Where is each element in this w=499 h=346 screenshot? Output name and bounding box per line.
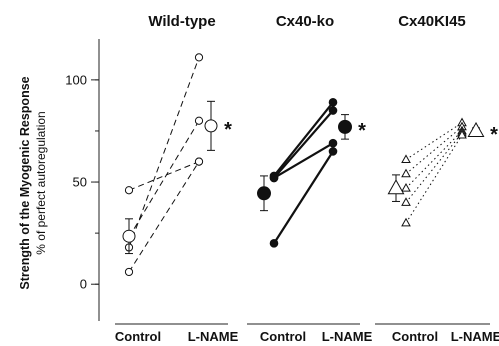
paired-line bbox=[405, 126, 463, 175]
panel-title: Wild-type bbox=[148, 13, 215, 30]
category-label: Control bbox=[260, 329, 306, 344]
data-point bbox=[328, 98, 338, 107]
data-point bbox=[401, 154, 411, 164]
data-point bbox=[124, 267, 134, 277]
significance-star: * bbox=[358, 120, 366, 142]
paired-line bbox=[405, 130, 463, 189]
data-point bbox=[328, 138, 338, 148]
data-point bbox=[457, 129, 467, 139]
panel-1: Wild-type Control L-NAME * bbox=[115, 13, 239, 344]
paired-line bbox=[273, 101, 334, 177]
panel-title: Cx40KI45 bbox=[398, 13, 466, 30]
mean-point bbox=[387, 179, 405, 195]
data-point bbox=[269, 173, 279, 183]
category-label: Control bbox=[392, 329, 438, 344]
significance-star: * bbox=[224, 119, 232, 141]
data-point bbox=[194, 157, 204, 166]
paired-line bbox=[128, 120, 200, 238]
paired-line bbox=[273, 150, 334, 244]
data-point bbox=[401, 197, 411, 206]
category-label: Control bbox=[115, 329, 161, 344]
category-label: L-NAME bbox=[188, 329, 239, 344]
y-tick-label: 50 bbox=[73, 175, 87, 190]
significance-star: * bbox=[490, 124, 498, 146]
paired-line bbox=[405, 134, 463, 224]
paired-line bbox=[128, 57, 200, 248]
panel-2: Cx40-ko Control L-NAME * bbox=[247, 13, 373, 344]
paired-line bbox=[273, 109, 334, 179]
category-label: L-NAME bbox=[322, 329, 373, 344]
data-point bbox=[401, 182, 411, 192]
y-axis: 0 50 100 bbox=[65, 39, 100, 321]
y-axis-sublabel: % of perfect autoregulation bbox=[34, 111, 48, 254]
mean-point bbox=[204, 119, 218, 133]
paired-line bbox=[273, 142, 334, 179]
paired-line bbox=[405, 132, 463, 203]
paired-line bbox=[405, 122, 463, 160]
chart-panels: Wild-type Control L-NAME * Cx40-ko Control L-N… bbox=[115, 13, 499, 344]
mean-point bbox=[257, 186, 271, 201]
paired-line bbox=[128, 161, 200, 273]
y-tick-label: 0 bbox=[80, 277, 87, 292]
y-tick-label: 100 bbox=[65, 72, 87, 87]
panel-title: Cx40-ko bbox=[276, 13, 334, 30]
data-point bbox=[194, 53, 204, 62]
data-point bbox=[194, 116, 204, 125]
panel-3: Cx40KI45 Control L-NAME * bbox=[375, 13, 499, 344]
data-point bbox=[401, 217, 411, 227]
data-point bbox=[124, 186, 134, 195]
mean-point bbox=[467, 121, 485, 138]
paired-line bbox=[128, 161, 200, 191]
mean-point bbox=[122, 229, 136, 243]
y-axis-label: Strength of the Myogenic Response bbox=[18, 76, 32, 289]
data-point bbox=[328, 147, 338, 156]
category-label: L-NAME bbox=[451, 329, 499, 344]
data-point bbox=[269, 239, 279, 248]
mean-point bbox=[338, 119, 352, 134]
data-point bbox=[401, 168, 411, 178]
data-point bbox=[328, 106, 338, 115]
